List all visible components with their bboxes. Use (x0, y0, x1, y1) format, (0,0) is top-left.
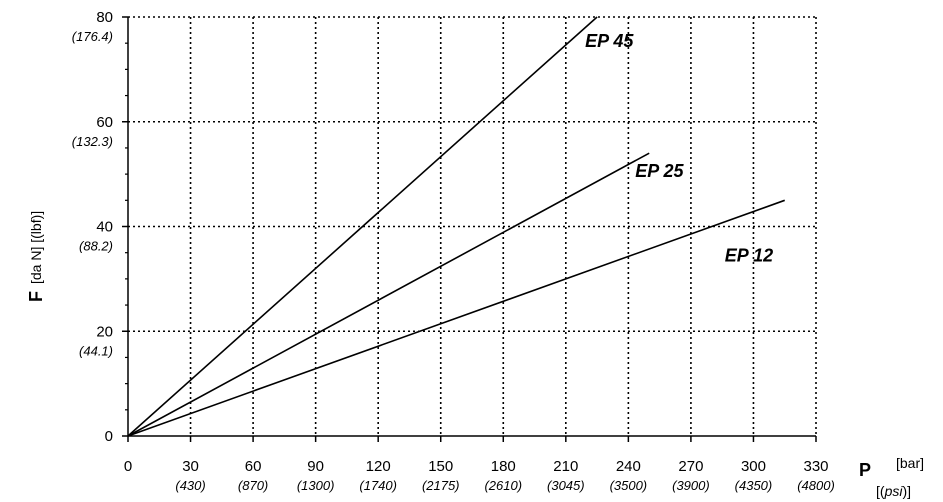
y-tick-label: 20 (96, 323, 113, 340)
x-tick-labels: 0 30 (430) 60 (870) 90 (1300) 120 (1740) 150 (2175… (124, 458, 835, 493)
series-line (127, 199, 785, 437)
x-axis-unit: [bar] (896, 455, 924, 471)
x-tick-label: 90 (307, 458, 324, 475)
x-tick-label: 300 (741, 458, 766, 475)
series-line (127, 16, 598, 437)
x-axis-unit-alt-close: )] (902, 483, 911, 499)
x-tick-label-psi: (870) (238, 478, 268, 493)
y-tick-label: 40 (96, 219, 113, 236)
x-tick-label: 210 (553, 458, 578, 475)
x-tick-label-psi: (3500) (610, 478, 648, 493)
y-tick-label: 80 (96, 9, 113, 26)
x-tick-label-psi: (2175) (422, 478, 460, 493)
y-tick-label-lbf: (132.3) (72, 134, 113, 149)
x-axis-unit-alt-open: [( (876, 483, 885, 499)
x-tick-label-psi: (430) (175, 478, 205, 493)
y-tick-label-lbf: (176.4) (72, 29, 113, 44)
y-tick-label: 0 (105, 428, 113, 445)
x-axis-symbol: P (859, 460, 871, 480)
y-tick-label: 60 (96, 114, 113, 131)
series-labels: EP 45 EP 25 EP 12 (585, 31, 773, 265)
series-line (127, 152, 650, 437)
x-tick-label: 120 (366, 458, 391, 475)
x-tick-label: 60 (245, 458, 262, 475)
x-tick-label: 240 (616, 458, 641, 475)
x-tick-label-psi: (3045) (547, 478, 585, 493)
x-tick-label: 150 (428, 458, 453, 475)
y-tick-labels: 0 20 (44.1) 40 (88.2) 60 (132.3) 80 (176.4) (72, 9, 113, 445)
y-axis-symbol: F (26, 291, 46, 302)
x-tick-label: 180 (491, 458, 516, 475)
series-label: EP 45 (585, 31, 634, 51)
y-tick-label-lbf: (88.2) (79, 239, 113, 254)
series-lines (127, 16, 785, 437)
x-tick-label: 30 (182, 458, 199, 475)
x-tick-label-psi: (1740) (359, 478, 397, 493)
y-axis-unit: [da N] [(lbf)] (28, 211, 44, 284)
x-axis-unit-alt-text: psi (884, 483, 904, 499)
x-tick-label: 270 (678, 458, 703, 475)
series-label: EP 25 (635, 161, 684, 181)
x-axis-unit-alt: [(psi)] (876, 483, 911, 499)
x-tick-label-psi: (3900) (672, 478, 710, 493)
chart-axes (122, 16, 817, 442)
x-tick-label-psi: (1300) (297, 478, 335, 493)
y-tick-label-lbf: (44.1) (79, 343, 113, 358)
x-tick-label-psi: (4800) (797, 478, 835, 493)
x-tick-label-psi: (4350) (735, 478, 773, 493)
x-tick-label: 0 (124, 458, 132, 475)
series-label: EP 12 (725, 245, 773, 265)
x-tick-label: 330 (803, 458, 828, 475)
x-tick-label-psi: (2610) (484, 478, 522, 493)
